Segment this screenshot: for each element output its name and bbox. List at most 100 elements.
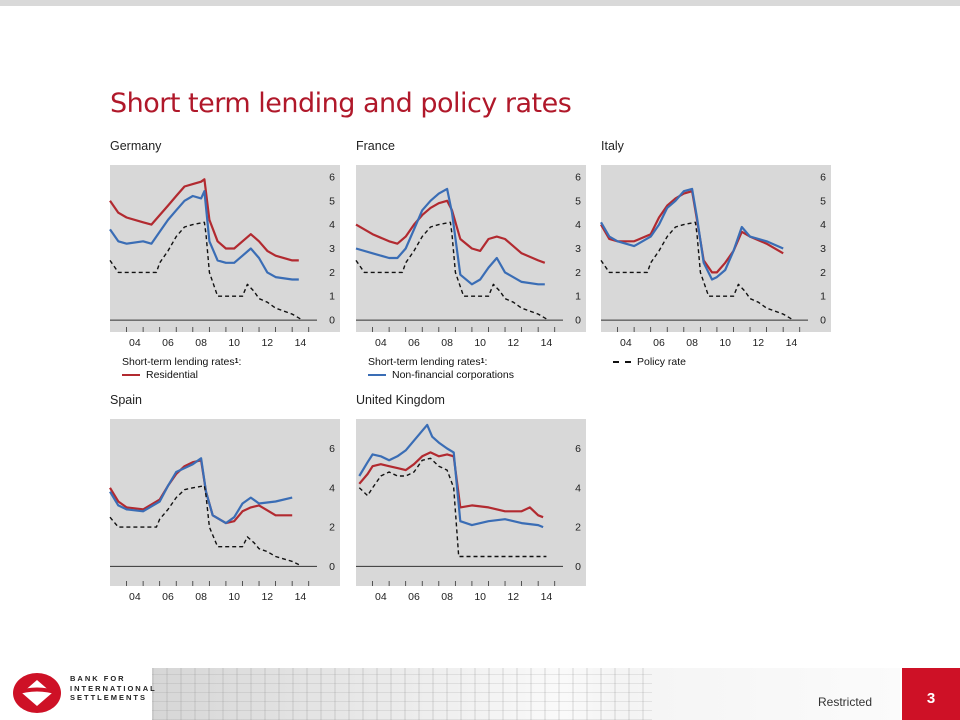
x-tick-label: 06 [162,337,174,349]
plot-background [601,165,831,332]
y-tick-label: 6 [329,171,335,183]
x-tick-label: 06 [653,337,665,349]
y-tick-label: 2 [575,267,581,279]
legend-footnote-marker: 1 [480,358,485,365]
series-line-residential [109,178,299,262]
x-tick-label: 12 [261,337,273,349]
chart-uk: 04 06 08 10 12 14 0 2 4 6 [356,419,586,603]
panel-title-uk: United Kingdom [356,393,445,407]
series-line-policy [109,221,301,320]
footer [0,668,960,720]
x-tick-label: 10 [474,591,486,603]
slide-title: Short term lending and policy rates [110,88,572,119]
series-line-nfc [109,190,299,281]
x-tick-label: 10 [228,337,240,349]
y-tick-label: 4 [329,219,335,231]
y-tick-label: 3 [329,243,335,255]
y-tick-label: 0 [820,315,826,327]
y-tick-label: 2 [820,267,826,279]
y-tick-label: 0 [575,315,581,327]
x-tick-label: 14 [295,337,307,349]
series-line-residential [358,451,544,519]
legend-label-nfc: Non-financial corporations [392,368,514,381]
x-tick-label: 04 [129,337,141,349]
x-tick-label: 08 [195,591,207,603]
y-tick-label: 6 [820,171,826,183]
legend-germany: Short-term lending rates 1: Residential [122,355,241,381]
panel-title-italy: Italy [601,139,624,153]
series-line-policy [109,485,301,567]
legend-footnote-marker: 1 [234,358,239,365]
legend-heading-suffix: : [484,355,488,368]
series-line-nfc [600,187,784,281]
x-tick-label: 14 [295,591,307,603]
y-tick-label: 0 [575,561,581,573]
y-tick-label: 0 [329,315,335,327]
legend-item-policy: Policy rate [613,355,686,368]
x-tick-label: 12 [261,591,273,603]
x-tick-label: 06 [162,591,174,603]
y-tick-label: 1 [575,291,581,303]
x-tick-label: 04 [375,591,387,603]
x-tick-label: 04 [129,591,141,603]
legend-item-nfc: Non-financial corporations [368,368,514,381]
x-tick-label: 06 [408,337,420,349]
legend-france: Short-term lending rates 1: Non-financial… [368,355,514,381]
bis-logo-text: BANK FOR INTERNATIONAL SETTLEMENTS [70,674,157,703]
x-tick-label: 04 [620,337,632,349]
series-line-nfc [358,423,544,529]
panel-title-germany: Germany [110,139,162,153]
legend-item-residential: Residential [122,368,241,381]
page-number: 3 [926,690,936,707]
logo-line: INTERNATIONAL [70,683,157,693]
y-tick-label: 6 [575,443,581,455]
x-tick-label: 14 [541,337,553,349]
logo-line: SETTLEMENTS [70,693,148,702]
series-line-policy [358,457,547,558]
x-tick-label: 08 [195,337,207,349]
y-tick-label: 3 [820,243,826,255]
x-tick-label: 08 [686,337,698,349]
legend-swatch-residential [122,373,140,376]
legend-heading-row: Short-term lending rates 1: [122,355,241,368]
x-tick-label: 10 [474,337,486,349]
legend-swatch-nfc [368,373,386,376]
panel-title-france: France [356,139,395,153]
bis-logo-icon [13,673,61,713]
legend-swatch-policy [613,360,631,363]
top-divider-bar [0,0,960,6]
y-tick-label: 6 [575,171,581,183]
classification-label: Restricted [818,695,873,709]
legend-heading: Short-term lending rates [368,355,481,368]
x-tick-label: 10 [719,337,731,349]
legend-heading-row: Short-term lending rates 1: [368,355,514,368]
x-tick-label: 14 [786,337,798,349]
footer-building-photo [152,668,900,720]
series-line-nfc [355,187,545,286]
y-tick-label: 5 [575,195,581,207]
series-line-nfc [109,457,293,525]
y-tick-label: 4 [575,219,581,231]
series-line-policy [355,221,547,320]
page-number-box: 3 [902,668,960,720]
y-tick-label: 3 [575,243,581,255]
x-tick-label: 12 [752,337,764,349]
plot-background [110,419,340,586]
legend-heading-suffix: : [238,355,242,368]
x-tick-label: 14 [541,591,553,603]
y-tick-label: 2 [329,267,335,279]
x-tick-label: 12 [507,337,519,349]
logo-line: BANK FOR [70,674,126,683]
y-tick-label: 1 [820,291,826,303]
y-tick-label: 4 [329,482,335,494]
y-tick-label: 1 [329,291,335,303]
plot-background [356,419,586,586]
y-tick-label: 5 [820,195,826,207]
x-tick-label: 08 [441,591,453,603]
legend-label-policy: Policy rate [637,355,687,368]
legend-label-residential: Residential [146,368,198,381]
x-tick-label: 06 [408,591,420,603]
